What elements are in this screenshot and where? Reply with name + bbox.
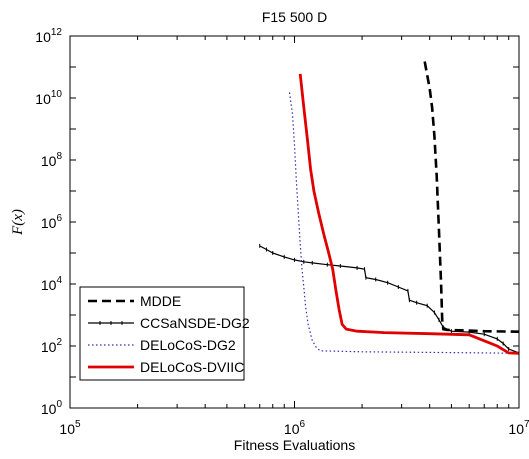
y-tick-label: 104 [41,275,63,293]
legend-label-mdde: MDDE [140,293,181,309]
y-tick-label: 108 [41,151,63,169]
x-tick-label: 107 [508,419,529,437]
series-line-mdde [423,61,519,333]
series-line-delocos-dg2 [288,92,519,354]
legend-label-ccsansde-dg2: CCSaNSDE-DG2 [140,315,250,331]
y-tick-label: 100 [41,399,63,417]
x-tick-label: 105 [59,419,81,437]
legend-box [79,286,245,381]
legend: MDDE CCSaNSDE-DG2 DELoCoS-DG2 DELoCoS-DVIIC [79,286,250,381]
x-tick-label: 106 [284,419,306,437]
y-tick-label: 102 [41,337,63,355]
legend-label-delocos-dviic: DELoCoS-DVIIC [140,359,244,375]
y-tick-label: 106 [41,213,63,231]
y-tick-label: 1010 [35,89,62,107]
chart-title: F15 500 D [262,9,327,25]
ticks-layer: 105 106 107 100 102 104 106 108 1010 1012 [35,27,529,437]
legend-label-delocos-dg2: DELoCoS-DG2 [140,337,236,353]
y-tick-label: 1012 [35,27,62,45]
x-axis-label: Fitness Evaluations [234,437,355,453]
series-line-delocos-dviic [298,73,519,355]
series-layer [259,61,519,355]
y-axis-label: F(x) [10,209,26,236]
